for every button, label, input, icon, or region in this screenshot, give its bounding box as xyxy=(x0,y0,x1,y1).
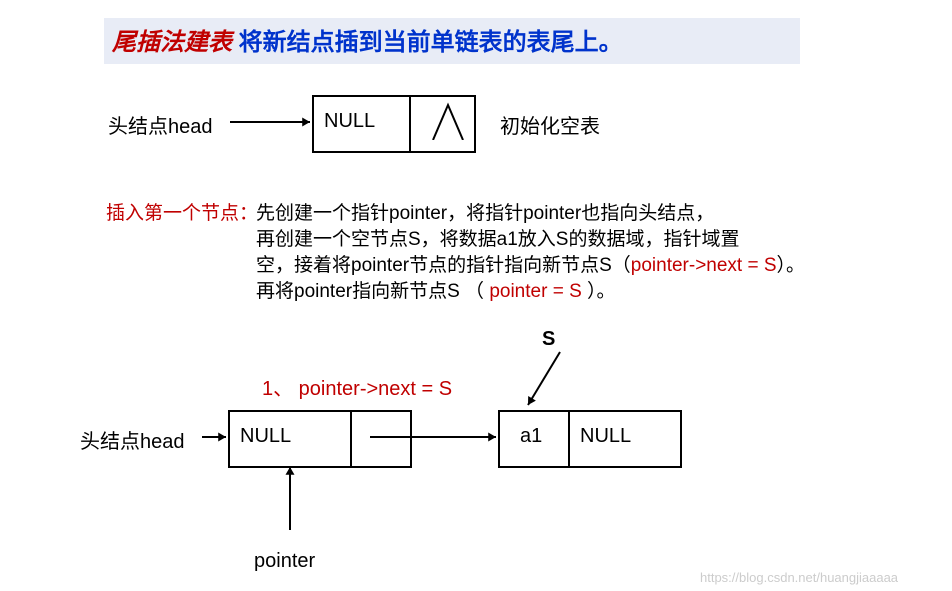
sec2-node1-divider xyxy=(350,412,352,466)
title-box: 尾插法建表 将新结点插到当前单链表的表尾上。 xyxy=(104,18,800,64)
desc-l3a: 空，接着将pointer节点的指针指向新节点S（ xyxy=(256,255,631,276)
desc-l3b: ）。 xyxy=(777,255,806,276)
pointer-label: pointer xyxy=(254,550,315,573)
desc-label: 插入第一个节点： xyxy=(106,198,258,225)
sec2-node2-divider xyxy=(568,412,570,466)
title-blue: 将新结点插到当前单链表的表尾上。 xyxy=(232,29,623,56)
sec2-head-label: 头结点head xyxy=(80,425,185,454)
watermark: https://blog.csdn.net/huangjiaaaaa xyxy=(700,570,898,585)
pointer-arrow xyxy=(280,457,300,540)
desc-line1: 先创建一个指针pointer，将指针pointer也指向头结点， xyxy=(256,198,714,225)
sec1-arrow xyxy=(220,112,320,132)
caret-icon xyxy=(428,100,468,140)
sec2-a1: a1 xyxy=(520,425,542,448)
sec1-null: NULL xyxy=(324,110,375,133)
sec2-null2: NULL xyxy=(580,425,631,448)
sec1-head-label: 头结点head xyxy=(108,110,213,139)
desc-line2: 再创建一个空节点S，将数据a1放入S的数据域，指针域置 xyxy=(256,224,739,251)
sec1-init-label: 初始化空表 xyxy=(500,110,600,139)
s-arrow xyxy=(518,342,570,415)
desc-l4a: 再将pointer指向新节点S （ xyxy=(256,281,484,302)
desc-l4-red: pointer = S xyxy=(484,281,587,302)
sec2-arrow2 xyxy=(360,427,506,447)
sec1-node-divider xyxy=(409,97,411,151)
desc-l4b: ）。 xyxy=(587,281,616,302)
desc-line3: 空，接着将pointer节点的指针指向新节点S（pointer->next = … xyxy=(256,250,805,277)
step1-label: 1、 pointer->next = S xyxy=(262,372,452,401)
sec2-null1: NULL xyxy=(240,425,291,448)
desc-line4: 再将pointer指向新节点S （ pointer = S ）。 xyxy=(256,276,616,303)
title-red: 尾插法建表 xyxy=(112,29,232,56)
desc-l3-red: pointer->next = S xyxy=(631,255,777,276)
